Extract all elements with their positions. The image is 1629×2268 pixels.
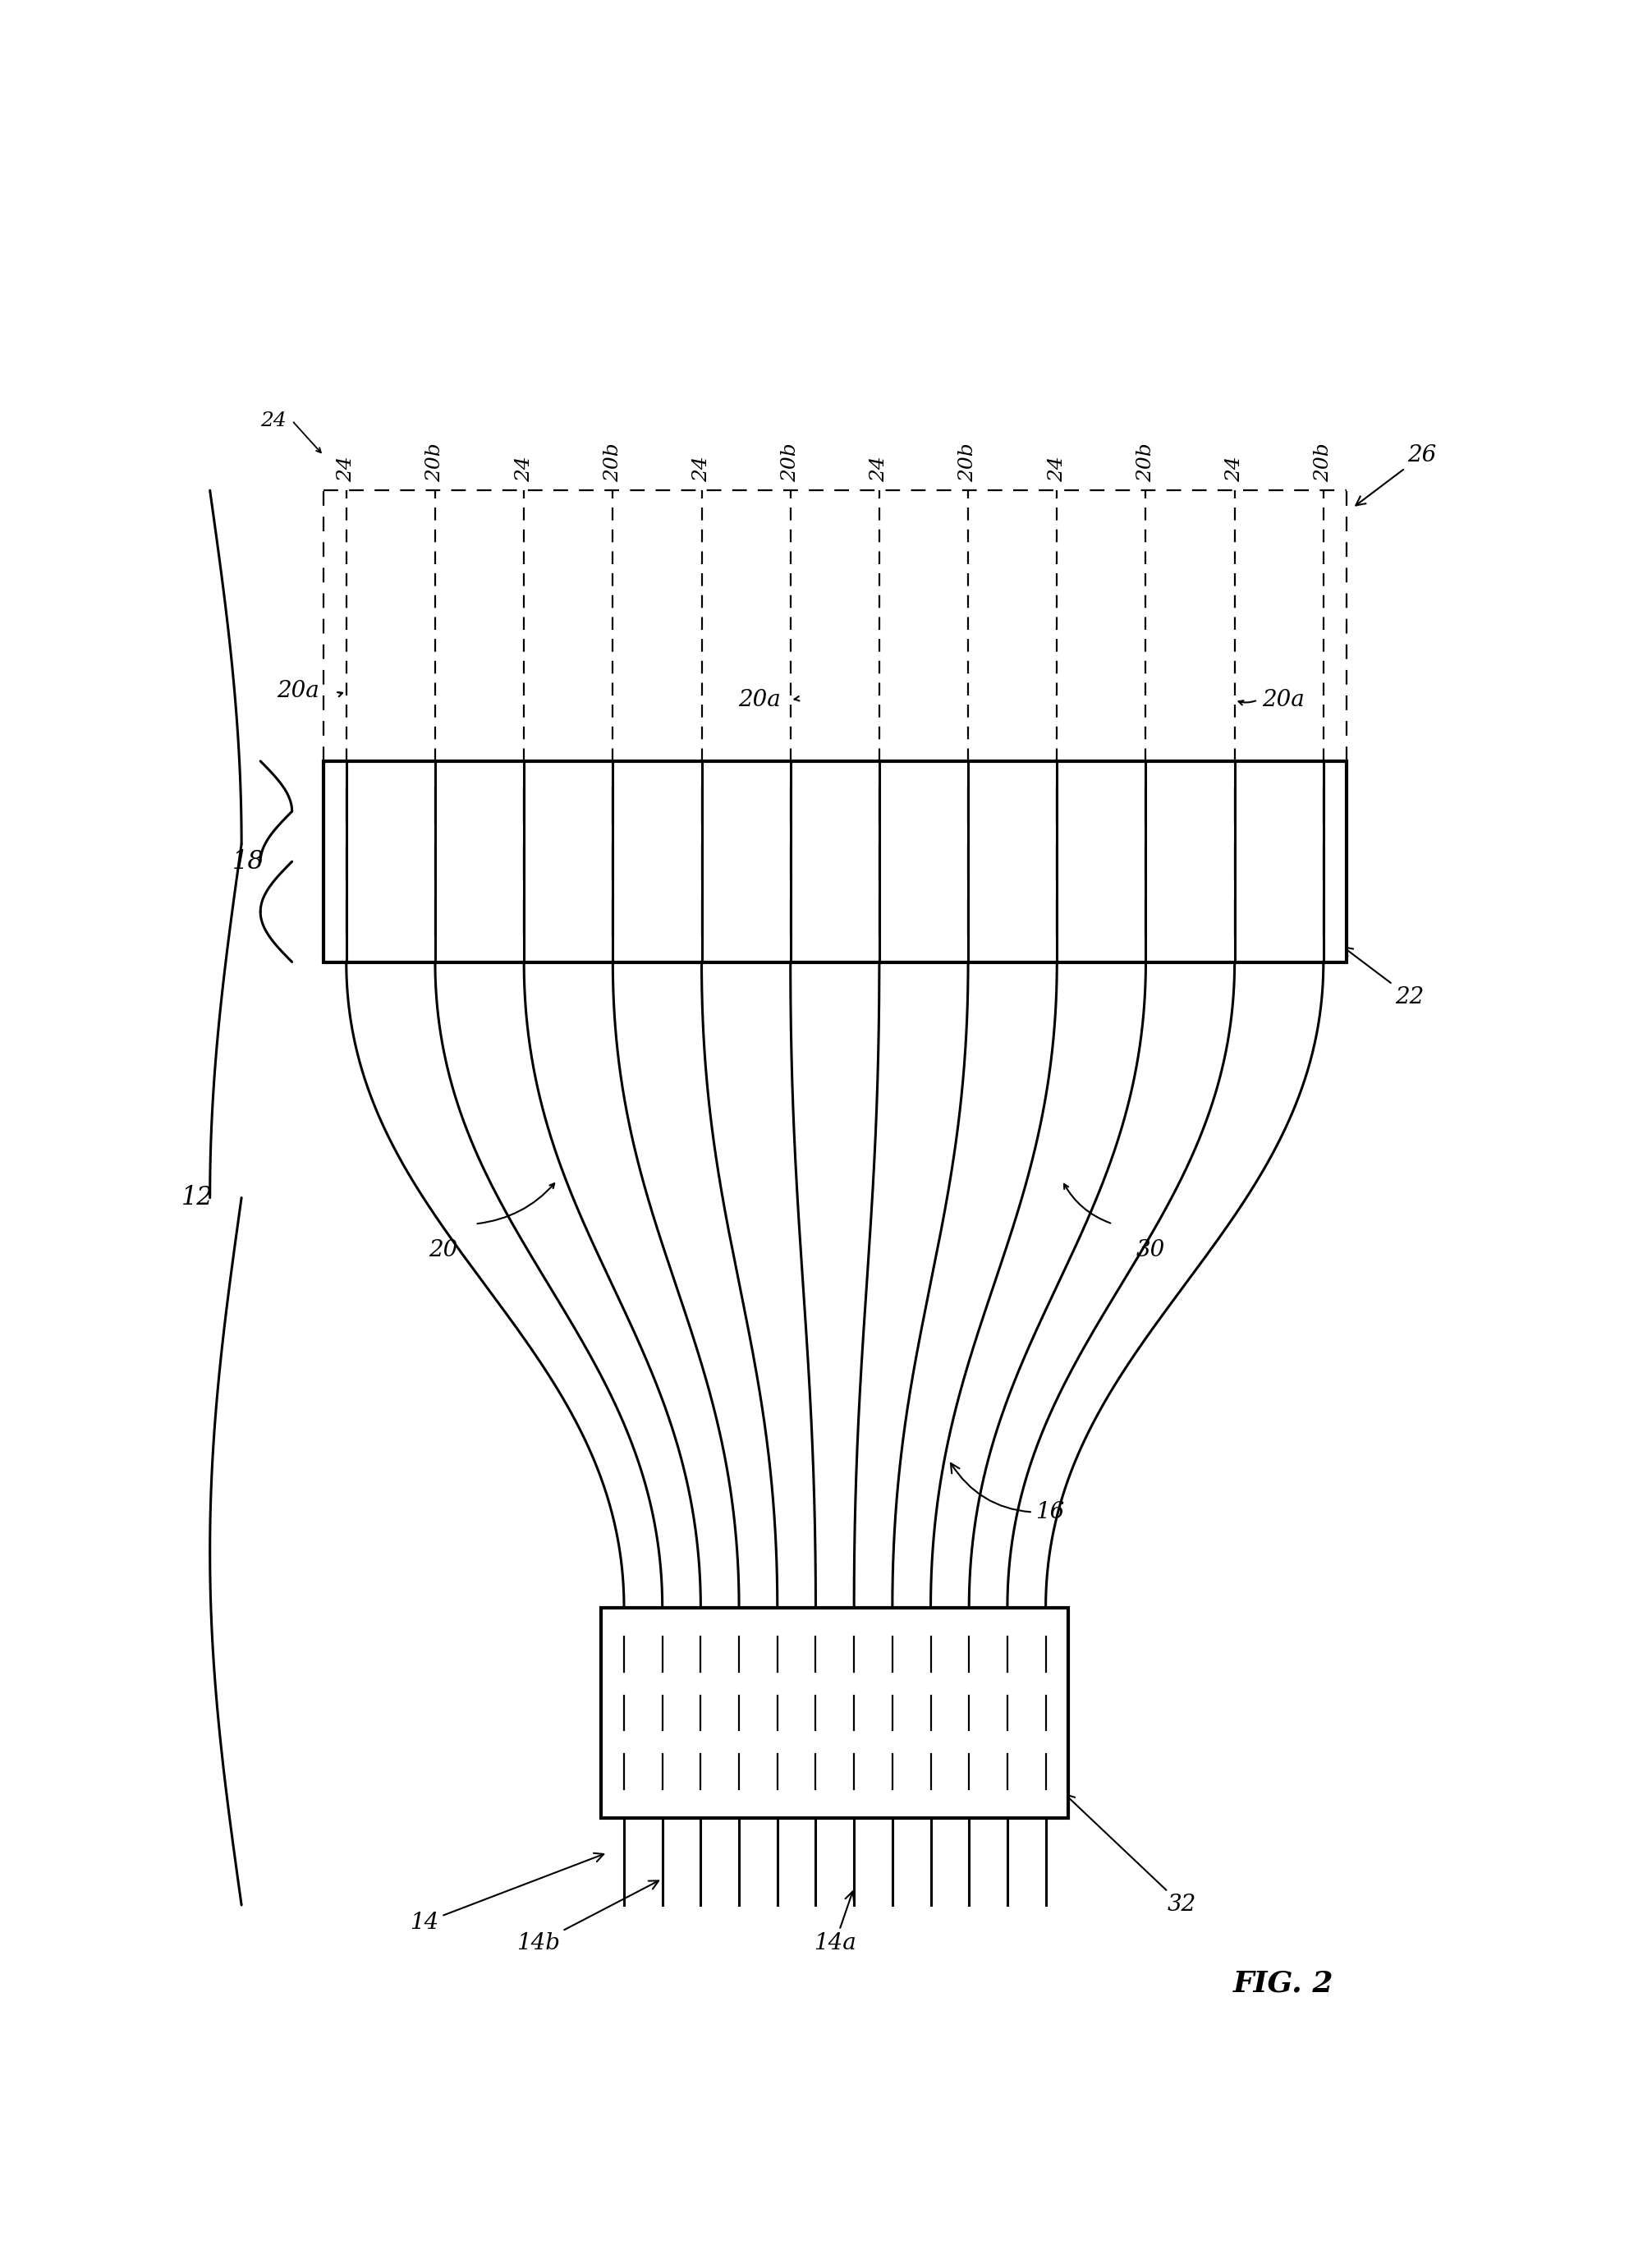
Text: 24: 24: [692, 456, 710, 481]
Text: 20b: 20b: [1315, 442, 1333, 481]
Text: 20b: 20b: [1137, 442, 1155, 481]
Text: 24: 24: [870, 456, 889, 481]
Text: FIG. 2: FIG. 2: [1233, 1969, 1333, 1998]
Text: 16: 16: [951, 1463, 1064, 1524]
Text: 20a: 20a: [1262, 689, 1305, 712]
Bar: [601, 1608, 1069, 1817]
Text: 24: 24: [1047, 456, 1067, 481]
Text: 14a: 14a: [813, 1892, 857, 1955]
Text: 14b: 14b: [516, 1880, 658, 1955]
Text: 18: 18: [231, 848, 264, 873]
Text: 24: 24: [261, 411, 287, 431]
Text: 20a: 20a: [738, 689, 780, 712]
Text: 30: 30: [1135, 1238, 1165, 1261]
Text: 22: 22: [1344, 948, 1424, 1007]
Text: 20a: 20a: [277, 680, 319, 703]
Text: 20b: 20b: [603, 442, 622, 481]
Text: 24: 24: [515, 456, 533, 481]
Text: 24: 24: [337, 456, 355, 481]
Text: 12: 12: [181, 1184, 213, 1211]
Text: 26: 26: [1355, 445, 1437, 506]
Text: 32: 32: [1065, 1794, 1197, 1916]
Text: 14: 14: [411, 1853, 604, 1935]
Bar: [324, 762, 1346, 962]
Text: 20: 20: [428, 1238, 458, 1261]
Text: 20b: 20b: [425, 442, 445, 481]
Text: 24: 24: [1225, 456, 1245, 481]
Text: 20b: 20b: [959, 442, 977, 481]
Text: 20b: 20b: [780, 442, 800, 481]
